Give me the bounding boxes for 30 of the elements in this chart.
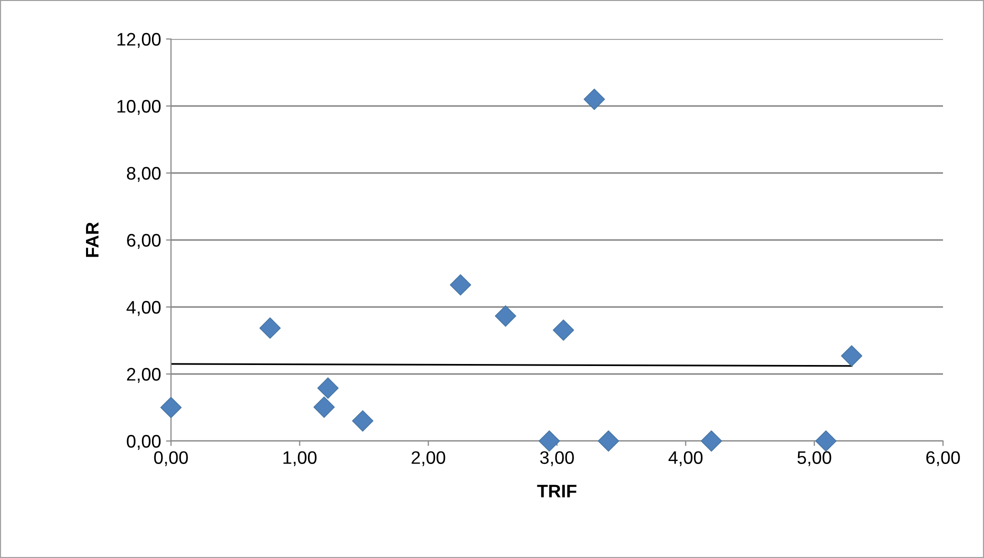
point [317,377,339,399]
y-tick-label: 2,00 [127,368,161,383]
point [450,274,472,296]
point [840,345,862,367]
x-tick-label: 2,00 [412,451,446,466]
x-axis-title: TRIF [537,484,576,498]
x-tick-label: 0,00 [154,451,188,466]
y-tick-label: 0,00 [126,434,161,450]
point [584,88,605,110]
point [700,430,722,452]
point [815,430,837,452]
point [538,430,560,452]
point [313,396,335,418]
point [259,317,281,339]
point [160,396,182,418]
y-tick-label: 8,00 [126,166,161,182]
point [494,305,516,327]
y-axis-title: FAR [86,222,98,257]
y-tick-label: 4,00 [126,300,161,316]
point [552,319,574,341]
point [352,410,374,432]
point [598,430,620,452]
x-tick-label: 4,00 [668,451,703,466]
x-tick-label: 3,00 [540,451,574,466]
y-tick-label: 12,00 [117,32,161,48]
x-tick-label: 5,00 [797,451,832,466]
x-tick-label: 6,00 [926,451,960,466]
y-tick-label: 10,00 [117,100,161,115]
y-tick-label: 6,00 [127,234,161,249]
x-tick-label: 1,00 [283,451,317,466]
